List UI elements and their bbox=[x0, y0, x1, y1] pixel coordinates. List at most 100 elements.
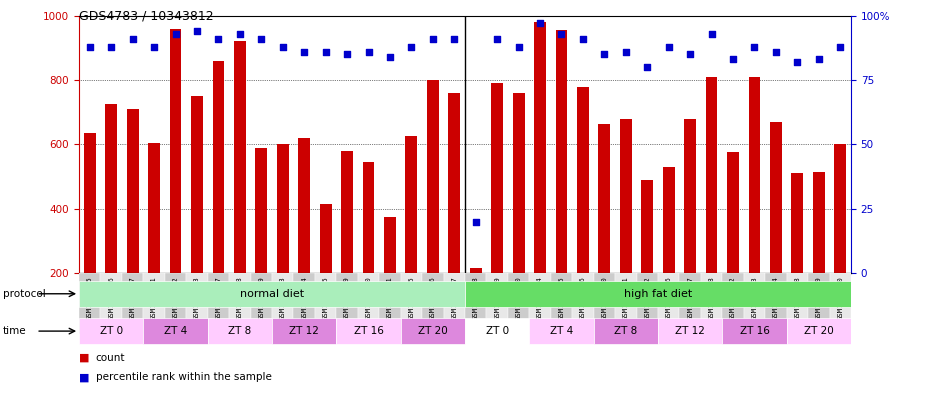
Bar bbox=[744, 273, 765, 334]
Text: GSM1263254: GSM1263254 bbox=[773, 276, 779, 320]
Bar bbox=[551, 273, 572, 334]
Bar bbox=[534, 22, 546, 273]
Text: GSM1263241: GSM1263241 bbox=[623, 276, 629, 320]
Bar bbox=[593, 273, 615, 334]
Bar bbox=[427, 80, 439, 273]
Bar bbox=[100, 273, 122, 334]
Point bbox=[597, 51, 612, 57]
Text: GSM1263245: GSM1263245 bbox=[323, 276, 328, 320]
Bar bbox=[787, 318, 851, 344]
Bar bbox=[272, 273, 294, 334]
Bar bbox=[615, 273, 636, 334]
Bar bbox=[727, 152, 739, 273]
Point bbox=[104, 44, 119, 50]
Text: GSM1263243: GSM1263243 bbox=[280, 276, 286, 320]
Text: ZT 0: ZT 0 bbox=[485, 326, 509, 336]
Text: GSM1263256: GSM1263256 bbox=[430, 276, 436, 320]
Point bbox=[533, 20, 548, 27]
Bar bbox=[422, 273, 444, 334]
Bar bbox=[529, 318, 593, 344]
Point bbox=[190, 28, 205, 34]
Point bbox=[254, 36, 269, 42]
Bar bbox=[358, 273, 379, 334]
Text: time: time bbox=[3, 326, 26, 336]
Bar bbox=[186, 273, 207, 334]
Text: GSM1263236: GSM1263236 bbox=[580, 276, 586, 320]
Bar bbox=[79, 273, 100, 334]
Text: GSM1263251: GSM1263251 bbox=[387, 276, 393, 320]
Text: ZT 8: ZT 8 bbox=[614, 326, 637, 336]
Text: GSM1263257: GSM1263257 bbox=[451, 276, 458, 320]
Text: GSM1263248: GSM1263248 bbox=[709, 276, 714, 320]
Bar bbox=[723, 273, 744, 334]
Text: ZT 4: ZT 4 bbox=[164, 326, 187, 336]
Text: count: count bbox=[96, 353, 126, 363]
Bar bbox=[684, 119, 696, 273]
Bar bbox=[529, 273, 551, 334]
Bar bbox=[79, 281, 465, 307]
Text: ZT 4: ZT 4 bbox=[550, 326, 573, 336]
Bar bbox=[593, 318, 658, 344]
Bar bbox=[213, 61, 224, 273]
Point bbox=[404, 44, 418, 50]
Point bbox=[704, 31, 719, 37]
Text: GSM1263258: GSM1263258 bbox=[794, 276, 801, 320]
Point bbox=[469, 219, 484, 225]
Bar bbox=[320, 204, 331, 273]
Point bbox=[168, 31, 183, 37]
Point bbox=[576, 36, 591, 42]
Bar bbox=[465, 273, 486, 334]
Point bbox=[768, 49, 783, 55]
Bar bbox=[813, 172, 825, 273]
Bar bbox=[701, 273, 723, 334]
Text: GSM1263246: GSM1263246 bbox=[666, 276, 671, 320]
Text: GSM1263228: GSM1263228 bbox=[472, 276, 479, 320]
Text: ZT 20: ZT 20 bbox=[804, 326, 833, 336]
Bar bbox=[808, 273, 830, 334]
Bar bbox=[658, 273, 680, 334]
Bar bbox=[680, 273, 701, 334]
Text: GSM1263234: GSM1263234 bbox=[537, 276, 543, 320]
Bar bbox=[299, 138, 310, 273]
Bar bbox=[636, 273, 658, 334]
Bar bbox=[363, 162, 375, 273]
Text: ■: ■ bbox=[79, 372, 89, 382]
Text: ■: ■ bbox=[79, 353, 89, 363]
Bar bbox=[207, 318, 272, 344]
Text: GSM1263232: GSM1263232 bbox=[173, 276, 179, 320]
Bar bbox=[126, 109, 139, 273]
Point bbox=[361, 49, 376, 55]
Bar bbox=[379, 273, 401, 334]
Text: GSM1263229: GSM1263229 bbox=[494, 276, 500, 320]
Bar bbox=[599, 123, 610, 273]
Text: GSM1263230: GSM1263230 bbox=[515, 276, 522, 320]
Bar bbox=[834, 144, 846, 273]
Text: GSM1263249: GSM1263249 bbox=[344, 276, 350, 320]
Bar bbox=[191, 96, 203, 273]
Bar bbox=[620, 119, 631, 273]
Text: GSM1263244: GSM1263244 bbox=[301, 276, 307, 320]
Point bbox=[661, 44, 676, 50]
Bar bbox=[337, 273, 358, 334]
Bar bbox=[448, 93, 460, 273]
Point bbox=[790, 59, 804, 65]
Bar bbox=[234, 42, 246, 273]
Text: ZT 16: ZT 16 bbox=[739, 326, 769, 336]
Bar bbox=[169, 29, 181, 273]
Point bbox=[318, 49, 333, 55]
Text: ZT 12: ZT 12 bbox=[289, 326, 319, 336]
Bar bbox=[508, 273, 529, 334]
Text: GSM1263260: GSM1263260 bbox=[837, 276, 844, 320]
Text: GSM1263255: GSM1263255 bbox=[408, 276, 415, 320]
Point bbox=[275, 44, 290, 50]
Point bbox=[126, 36, 140, 42]
Bar bbox=[165, 273, 186, 334]
Bar bbox=[770, 122, 782, 273]
Bar bbox=[791, 173, 804, 273]
Bar bbox=[105, 104, 117, 273]
Bar bbox=[79, 318, 143, 344]
Text: GSM1263233: GSM1263233 bbox=[194, 276, 200, 320]
Bar bbox=[663, 167, 674, 273]
Point bbox=[211, 36, 226, 42]
Text: GSM1263259: GSM1263259 bbox=[816, 276, 822, 320]
